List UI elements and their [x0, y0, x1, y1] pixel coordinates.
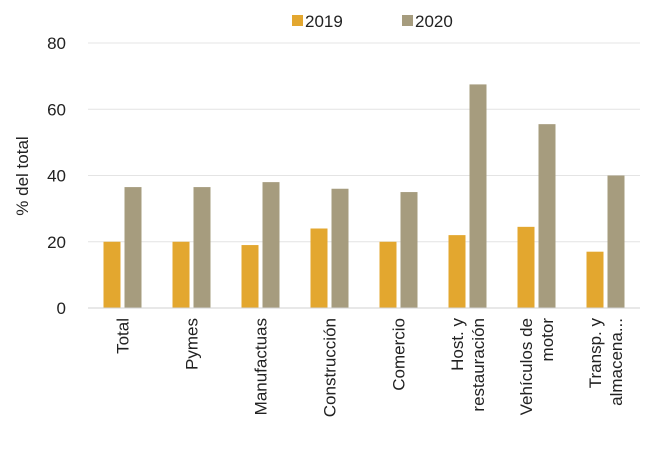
bar-2019-2 — [241, 245, 259, 308]
x-tick-label-line: Construcción — [321, 318, 340, 417]
bar-2019-4 — [379, 241, 397, 308]
x-tick-label-line: restauración — [469, 318, 488, 412]
bar-2020-7 — [607, 175, 625, 308]
bar-2019-1 — [172, 241, 190, 308]
x-tick-label-line: Host. y — [448, 318, 467, 371]
y-tick-label: 60 — [47, 100, 66, 119]
legend-swatch-2020 — [402, 15, 413, 26]
x-tick-label-line: Vehículos de — [517, 318, 536, 415]
bar-2020-6 — [538, 124, 556, 308]
bar-2020-4 — [400, 192, 418, 308]
legend: 2019 2020 — [292, 12, 453, 31]
x-tick-label: Total — [114, 318, 133, 354]
x-tick-label: Vehículos de motor — [517, 318, 557, 416]
y-axis-label: % del total — [13, 136, 32, 215]
bars — [103, 84, 625, 308]
legend-label-2019: 2019 — [305, 12, 343, 31]
x-tick-label-line: almacena... — [607, 318, 626, 406]
x-tick-label: Host. y restauración — [448, 318, 488, 412]
x-tick-label-line: Pymes — [183, 318, 202, 370]
x-axis-labels: Total Pymes Manufactuas Construcción Comerci… — [114, 318, 627, 418]
bar-2020-2 — [262, 182, 280, 308]
gridlines — [88, 42, 640, 243]
x-tick-label: Comercio — [390, 318, 409, 391]
bar-2019-6 — [517, 226, 535, 308]
bar-2020-3 — [331, 188, 349, 308]
x-tick-label: Construcción — [321, 318, 340, 417]
x-tick-label: Transp. y almacena... — [586, 318, 626, 406]
x-tick-label: Manufactuas — [252, 318, 271, 415]
bar-2019-7 — [586, 251, 604, 308]
bar-2020-5 — [469, 84, 487, 308]
y-axis-ticks: 0 20 40 60 80 — [47, 34, 66, 318]
x-tick-label: Pymes — [183, 318, 202, 370]
legend-label-2020: 2020 — [415, 12, 453, 31]
y-tick-label: 40 — [47, 167, 66, 186]
bar-2020-1 — [193, 187, 211, 308]
x-tick-label-line: Total — [114, 318, 133, 354]
bar-2019-0 — [103, 241, 121, 308]
x-tick-label-line: motor — [538, 318, 557, 362]
bar-2020-0 — [124, 187, 142, 308]
x-tick-label-line: Transp. y — [586, 318, 605, 389]
y-tick-label: 0 — [57, 299, 66, 318]
y-tick-label: 80 — [47, 34, 66, 53]
legend-swatch-2019 — [292, 15, 303, 26]
x-tick-label-line: Comercio — [390, 318, 409, 391]
bar-2019-5 — [448, 235, 466, 308]
x-tick-label-line: Manufactuas — [252, 318, 271, 415]
y-tick-label: 20 — [47, 233, 66, 252]
bar-2019-3 — [310, 228, 328, 308]
